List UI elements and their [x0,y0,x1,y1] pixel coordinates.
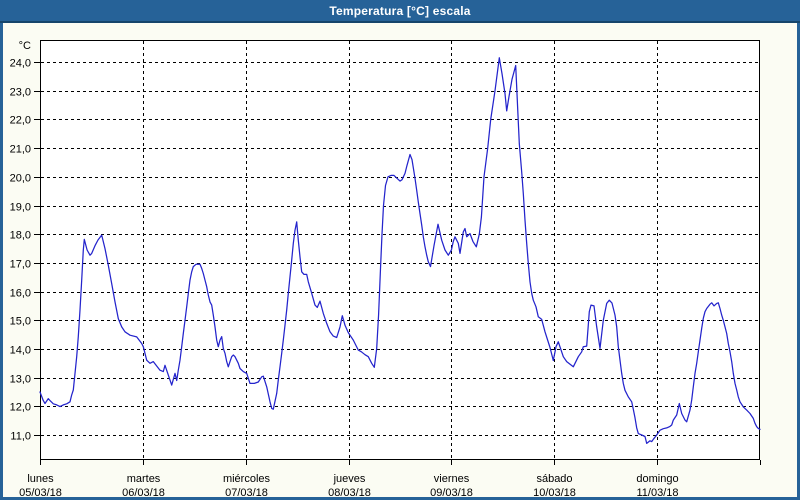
y-tick-label: 17,0 [10,259,31,271]
gridlines [41,41,759,459]
y-tick-label: 13,0 [10,374,31,386]
day-name-label: viernes [434,473,470,485]
window-title-bar: Temperatura [°C] escala [0,0,800,23]
y-tick-label: 11,0 [10,431,31,443]
y-tick-label: 23,0 [10,87,31,99]
plot-frame [40,40,760,460]
y-tick-label: 19,0 [10,202,31,214]
day-date-label: 05/03/18 [19,487,62,499]
day-name-label: martes [127,473,161,485]
day-date-label: 06/03/18 [122,487,165,499]
y-tick-label: 15,0 [10,316,31,328]
y-tick-label: 16,0 [10,288,31,300]
x-axis-labels: lunes 05/03/18 martes 06/03/18 miércoles 07/0… [19,473,679,499]
y-axis-labels: 11,0 12,0 13,0 14,0 15,0 16,0 17,0 18,0 19,0 20,0… [10,58,31,443]
day-name-label: miércoles [223,473,271,485]
day-name-label: jueves [333,473,366,485]
day-name-label: domingo [636,473,678,485]
day-date-label: 10/03/18 [533,487,576,499]
day-date-label: 08/03/18 [328,487,371,499]
day-date-label: 07/03/18 [225,487,268,499]
temperature-series-line [39,57,761,445]
y-tick-label: 20,0 [10,173,31,185]
y-tick-label: 21,0 [10,144,31,156]
y-tick-label: 24,0 [10,58,31,70]
y-tick-label: 22,0 [10,115,31,127]
plot-background [40,40,760,460]
day-date-label: 11/03/18 [636,487,678,499]
y-tick-label: 18,0 [10,230,31,242]
chart-area: 11,0 12,0 13,0 14,0 15,0 16,0 17,0 18,0 19,0 20,0… [3,23,797,499]
window-title: Temperatura [°C] escala [329,3,471,18]
y-tick-label: 14,0 [10,345,31,357]
day-name-label: sábado [536,473,572,485]
day-name-label: lunes [27,473,54,485]
axis-ticks [34,62,761,465]
y-tick-label: 12,0 [10,402,31,414]
day-date-label: 09/03/18 [430,487,473,499]
y-axis-unit-label: °C [19,40,31,52]
